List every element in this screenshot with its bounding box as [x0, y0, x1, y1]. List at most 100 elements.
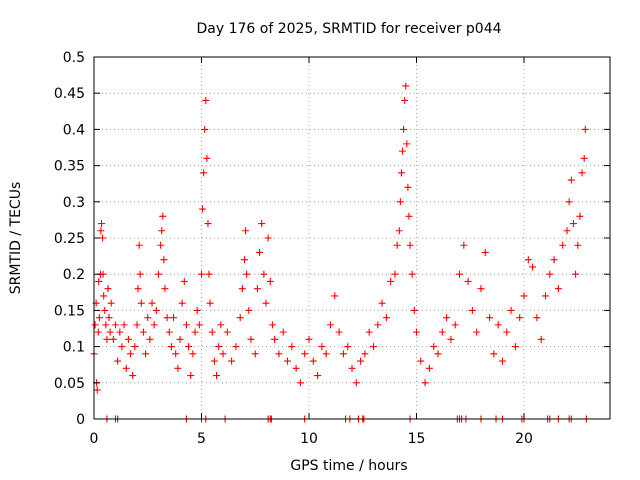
y-tick-label: 0.45	[54, 86, 85, 102]
data-point	[430, 343, 438, 351]
y-axis-label: SRMTID / TECUs	[8, 182, 24, 295]
data-point	[158, 227, 166, 235]
data-point	[219, 350, 227, 358]
data-point	[421, 379, 429, 387]
data-point	[576, 212, 584, 220]
data-points	[90, 82, 590, 423]
data-point	[157, 241, 165, 249]
data-point	[245, 306, 253, 314]
y-tick-label: 0.15	[54, 303, 85, 319]
data-point	[124, 335, 132, 343]
data-point	[199, 205, 207, 213]
data-point	[417, 357, 425, 365]
data-point	[405, 212, 413, 220]
data-point	[178, 299, 186, 307]
data-point	[348, 364, 356, 372]
data-point	[217, 321, 225, 329]
data-point	[202, 96, 210, 104]
data-point	[148, 299, 156, 307]
data-point	[393, 241, 401, 249]
data-point	[477, 285, 485, 293]
data-point	[238, 285, 246, 293]
data-point	[256, 248, 264, 256]
data-point	[228, 357, 236, 365]
data-point	[284, 357, 291, 365]
data-point	[260, 270, 268, 278]
data-point	[275, 350, 283, 358]
grid-lines	[94, 57, 610, 419]
data-point	[144, 314, 152, 322]
data-point	[490, 350, 498, 358]
data-point	[139, 328, 147, 336]
data-point	[542, 292, 549, 300]
data-point	[464, 277, 472, 285]
data-point	[554, 285, 562, 293]
data-point	[443, 314, 451, 322]
data-point	[402, 82, 410, 90]
data-point	[94, 328, 102, 336]
data-point	[292, 364, 300, 372]
axis-ticks: 0 0.05 0.1 0.15 0.2 0.25 0.3 0.35 0.4 0.45 0.5 0 5 10…	[54, 50, 610, 447]
data-point	[396, 198, 404, 206]
data-point	[537, 335, 545, 343]
x-tick-label: 15	[408, 431, 426, 447]
data-point	[309, 357, 317, 365]
data-point	[161, 285, 169, 293]
data-point	[578, 169, 586, 177]
data-point	[581, 125, 589, 133]
data-point	[271, 335, 279, 343]
data-point	[232, 343, 240, 351]
data-point	[182, 321, 190, 329]
data-point	[559, 241, 567, 249]
data-point	[520, 292, 528, 300]
data-point	[503, 328, 511, 336]
data-point	[91, 321, 99, 329]
data-point	[344, 343, 352, 351]
data-point	[546, 270, 554, 278]
data-point	[331, 292, 339, 300]
y-tick-label: 0	[76, 412, 85, 428]
data-point	[142, 350, 150, 358]
data-point	[425, 364, 433, 372]
data-point	[253, 285, 261, 293]
x-tick-label: 5	[197, 431, 206, 447]
data-point	[434, 350, 442, 358]
data-point	[507, 306, 515, 314]
data-point	[127, 350, 135, 358]
data-point	[137, 299, 145, 307]
data-point	[327, 321, 334, 329]
data-point	[486, 314, 494, 322]
data-point	[101, 306, 109, 314]
data-point	[104, 285, 112, 293]
data-point	[198, 270, 205, 278]
data-point	[107, 299, 115, 307]
data-point	[103, 335, 111, 343]
data-point	[397, 169, 405, 177]
y-tick-label: 0.05	[54, 376, 85, 392]
data-point	[95, 277, 103, 285]
data-point	[223, 328, 231, 336]
data-point	[473, 328, 481, 336]
data-point	[391, 270, 399, 278]
data-point	[116, 328, 124, 336]
data-point	[580, 154, 588, 162]
data-point	[131, 343, 139, 351]
y-tick-label: 0.25	[54, 231, 85, 247]
chart-title: Day 176 of 2025, SRMTID for receiver p04…	[196, 21, 501, 37]
data-point	[152, 306, 160, 314]
data-point	[210, 357, 218, 365]
data-point	[410, 306, 418, 314]
data-point	[529, 263, 537, 271]
data-point	[180, 277, 188, 285]
data-point	[533, 314, 541, 322]
data-point	[247, 335, 255, 343]
data-point	[134, 285, 142, 293]
data-point	[395, 227, 403, 235]
data-point	[95, 314, 103, 322]
data-point	[215, 343, 223, 351]
data-point	[251, 350, 259, 358]
plot-frame	[93, 56, 611, 420]
data-point	[365, 328, 373, 336]
data-point	[122, 364, 130, 372]
